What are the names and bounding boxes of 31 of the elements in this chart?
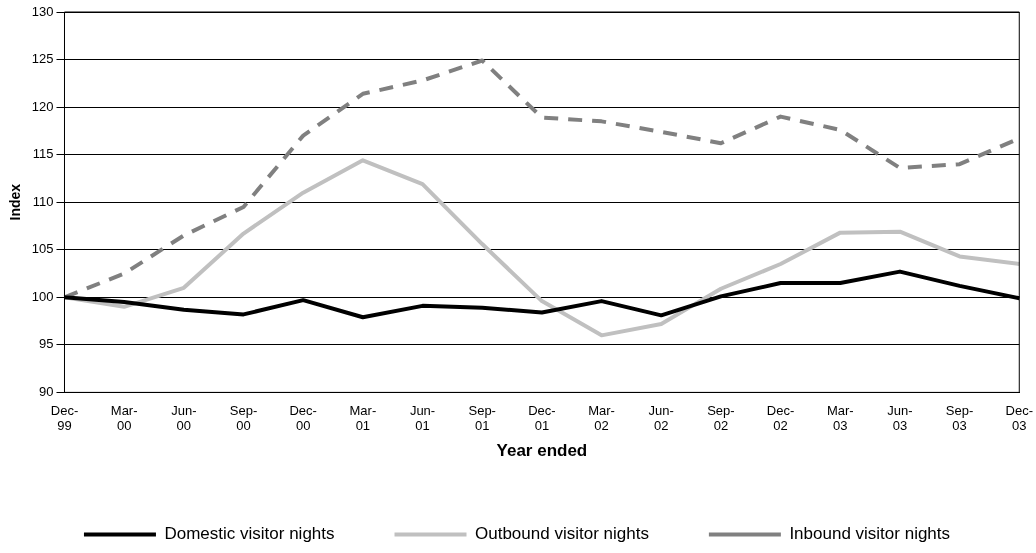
- y-tick-label: 120: [31, 98, 54, 114]
- x-tick-label: Sep-00: [229, 402, 258, 434]
- x-tick-label: Jun-03: [887, 402, 913, 434]
- legend-label: Domestic visitor nights: [164, 524, 335, 544]
- y-tick-label: 115: [32, 146, 54, 162]
- y-tick-label: 125: [31, 51, 54, 67]
- legend-label: Outbound visitor nights: [475, 524, 649, 544]
- x-tick-label: Mar-01: [349, 402, 377, 434]
- x-tick-label: Dec-02: [766, 402, 795, 434]
- y-tick-label: 90: [39, 383, 54, 399]
- x-axis-title: Year ended: [496, 441, 588, 461]
- x-tick-label: Mar-03: [826, 402, 854, 434]
- x-tick-label: Jun-01: [409, 402, 436, 434]
- x-tick-label: Sep-03: [945, 402, 974, 434]
- y-tick-label: 110: [32, 193, 54, 209]
- y-tick-label: 100: [31, 288, 54, 304]
- x-tick-label: Dec-99: [50, 402, 79, 434]
- legend-label: Inbound visitor nights: [789, 524, 951, 544]
- x-tick-label: Sep-01: [468, 402, 496, 434]
- x-tick-label: Mar-02: [588, 402, 615, 434]
- y-axis-title: Index: [7, 183, 24, 221]
- x-tick-label: Mar-00: [110, 402, 138, 434]
- y-tick-label: 105: [31, 241, 54, 257]
- x-tick-label: Jun-00: [171, 402, 197, 434]
- x-tick-label: Dec-01: [528, 402, 556, 434]
- x-tick-label: Dec-00: [289, 402, 317, 434]
- x-tick-label: Sep-02: [707, 402, 735, 434]
- x-tick-label: Dec-03: [1005, 402, 1033, 434]
- y-tick-label: 130: [31, 3, 54, 19]
- y-tick-label: 95: [39, 336, 54, 352]
- x-tick-label: Jun-02: [648, 402, 674, 434]
